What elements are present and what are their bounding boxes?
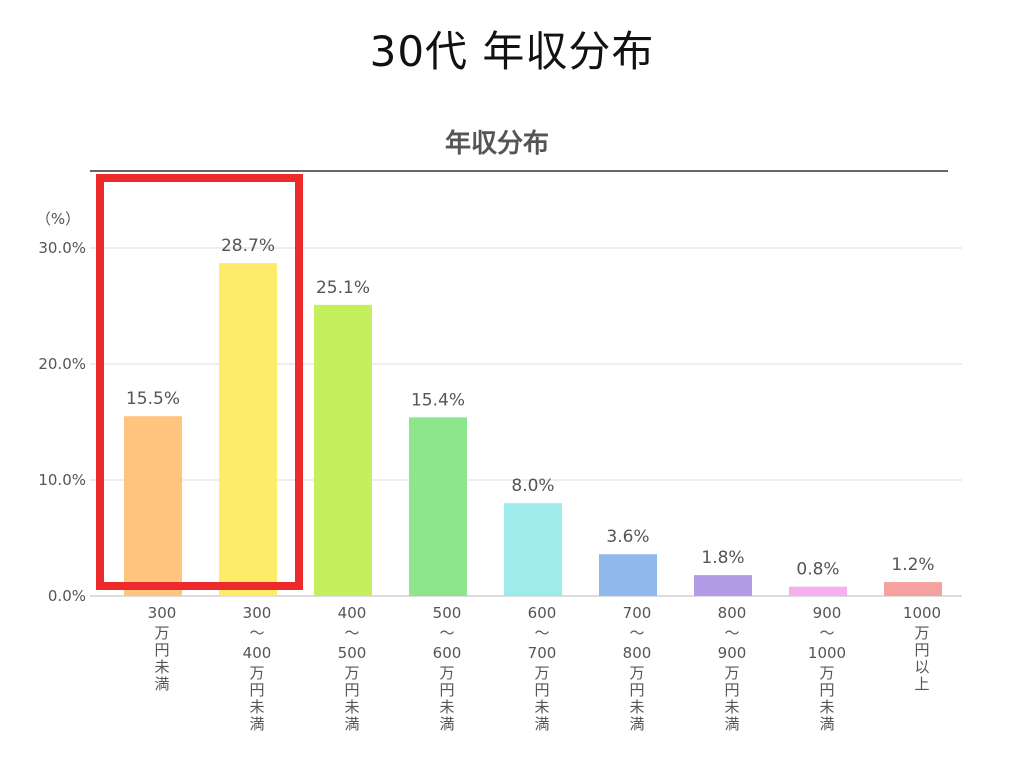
highlight-box [96,174,303,590]
data-label: 25.1% [316,278,370,298]
bar [599,554,657,596]
y-tick-label: 0.0% [48,587,86,605]
page-title: 30代 年収分布 [369,27,655,76]
data-label: 3.6% [606,527,649,547]
x-category-label: 400 ～ 500 万円未満 [338,604,367,733]
data-label: 8.0% [511,476,554,496]
data-label: 0.8% [796,560,839,580]
data-label: 28.7% [221,236,275,256]
x-category-label: 600 ～ 700 万円未満 [528,604,557,733]
y-tick-label: 30.0% [38,239,86,257]
x-category-label: 1000 万円以上 [903,604,941,693]
x-category-label: 800 ～ 900 万円未満 [718,604,747,733]
data-label: 1.2% [891,555,934,575]
x-category-label: 500 ～ 600 万円未満 [433,604,462,733]
x-category-label: 700 ～ 800 万円未満 [623,604,652,733]
y-tick-label: 20.0% [38,355,86,373]
bar [219,263,277,596]
bar [694,575,752,596]
bar [884,582,942,596]
bar [409,417,467,596]
x-category-label: 900 ～ 1000 万円未満 [808,604,846,733]
bar [124,416,182,596]
data-label: 15.4% [411,390,465,410]
y-axis-unit-label: （%） [36,210,80,228]
x-category-label: 300 ～ 400 万円未満 [243,604,272,733]
bar [504,503,562,596]
bar [789,586,847,596]
y-tick-label: 10.0% [38,471,86,489]
chart-title: 年収分布 [445,128,549,159]
data-label: 15.5% [126,389,180,409]
bar [314,304,372,596]
data-label: 1.8% [701,548,744,568]
x-category-label: 300 万円未満 [148,604,177,693]
